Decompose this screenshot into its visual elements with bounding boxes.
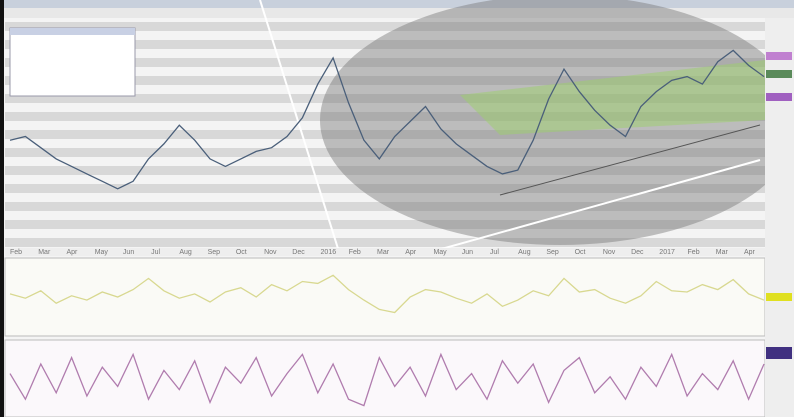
x-tick-label: Sep (546, 249, 559, 256)
x-tick-label: Feb (688, 249, 700, 256)
x-tick-label: Feb (349, 249, 361, 256)
x-tick-label: 2017 (659, 249, 675, 256)
stripe (5, 76, 765, 85)
x-tick-label: Sep (208, 249, 221, 256)
highlight-zone (460, 60, 765, 135)
x-tick-label: Jun (462, 249, 473, 256)
x-tick-label: Jul (151, 249, 160, 256)
title-bar (0, 0, 794, 8)
drawn-line (259, 0, 341, 256)
x-tick-label: Aug (518, 249, 531, 256)
price-tag (766, 70, 792, 78)
x-tick-label: Apr (744, 249, 756, 256)
x-tick-label: Mar (377, 249, 390, 256)
stripe (5, 130, 765, 139)
x-tick-label: Mar (38, 249, 51, 256)
legend-header (10, 28, 135, 35)
price-stripes (5, 22, 765, 247)
x-tick-label: Dec (631, 249, 644, 256)
series-line (9, 274, 765, 314)
x-tick-label: Apr (405, 249, 417, 256)
x-tick-label: May (95, 249, 109, 256)
price-tag (766, 93, 792, 101)
x-tick-label: 2016 (321, 249, 337, 256)
x-tick-label: Jun (123, 249, 134, 256)
stripe (5, 112, 765, 121)
price-tag (766, 52, 792, 60)
x-tick-label: Aug (179, 249, 192, 256)
x-tick-label: Oct (236, 249, 247, 256)
stripe (5, 238, 765, 247)
left-edge (0, 0, 4, 417)
drawn-line (419, 159, 761, 256)
series-line (9, 352, 765, 407)
stripe (5, 148, 765, 157)
stripe (5, 202, 765, 211)
series-line (9, 49, 765, 190)
x-tick-label: Nov (603, 249, 616, 256)
x-axis (5, 248, 765, 256)
x-tick-label: Feb (10, 249, 22, 256)
stripe (5, 22, 765, 31)
legend-box (9, 27, 136, 97)
trend-line (499, 124, 761, 196)
x-tick-label: Nov (264, 249, 277, 256)
stripe (5, 184, 765, 193)
oscillator-panel (4, 339, 766, 417)
x-tick-label: Jul (490, 249, 499, 256)
stripe (5, 40, 765, 49)
x-tick-label: May (433, 249, 447, 256)
stripe (5, 94, 765, 103)
stripe (5, 166, 765, 175)
stripe (5, 220, 765, 229)
toolbar (0, 8, 794, 18)
x-tick-label: Oct (575, 249, 586, 256)
stripe (5, 58, 765, 67)
value-tag (766, 293, 792, 301)
value-tag (766, 347, 792, 359)
x-tick-label: Mar (716, 249, 729, 256)
x-tick-label: Apr (66, 249, 78, 256)
x-tick-label: Dec (292, 249, 305, 256)
